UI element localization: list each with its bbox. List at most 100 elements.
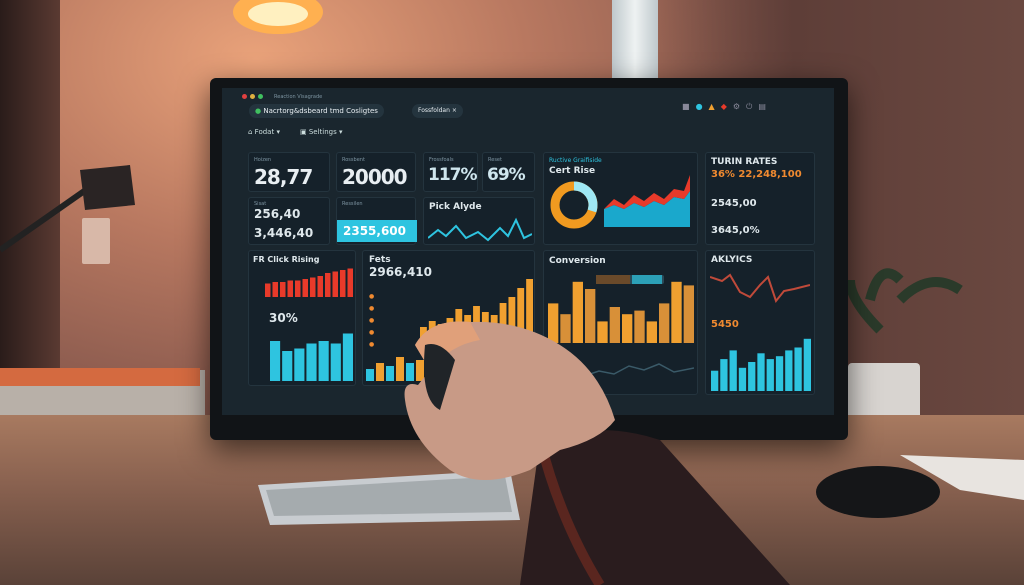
kpi-value: 69%	[487, 165, 526, 185]
bar	[499, 303, 507, 339]
donut-segment-cyan	[573, 181, 598, 213]
door-frame	[0, 0, 60, 380]
bar	[609, 307, 620, 343]
bar	[683, 285, 694, 343]
toolbar-menu-2[interactable]: ▣ Seltings ▾	[300, 128, 343, 136]
bar	[406, 363, 414, 381]
kpi-value: 28,77	[254, 165, 313, 189]
app-title-pill[interactable]: ● Nacrtorg&dsbeard tmd Cosligtes	[249, 104, 384, 118]
bar	[280, 282, 286, 297]
panel-title: Pick Alyde	[429, 202, 482, 212]
pick-panel[interactable]: Pick Alyde	[423, 197, 535, 245]
analytics-bar-chart	[711, 338, 811, 391]
bar	[294, 348, 305, 381]
bar	[622, 314, 633, 343]
kpi-card[interactable]: Rossbent 20000	[336, 152, 416, 192]
bar	[295, 280, 301, 297]
cohort-panel[interactable]: Ructive Graifiside Cert Rise	[543, 152, 698, 245]
bar	[803, 338, 811, 391]
window-title: Reaction Visagrade	[274, 94, 323, 100]
tab[interactable]: Fossfoldan ×	[412, 104, 463, 118]
ceiling-lamp-bulb	[248, 2, 308, 26]
maximize-dot[interactable]	[258, 94, 263, 99]
kpi-label: Frossfoals	[429, 157, 454, 163]
bell-icon[interactable]: ▲	[708, 102, 715, 111]
minimize-dot[interactable]	[250, 94, 255, 99]
kpi-label: Hoizen	[254, 157, 272, 163]
bar	[366, 369, 374, 381]
line-chart	[428, 217, 532, 242]
small-card[interactable]: Sisat 256,40 3,446,40	[248, 197, 330, 245]
bar	[711, 370, 719, 391]
area-series-cyan	[604, 191, 690, 227]
bar	[318, 341, 329, 381]
panel-title: TURIN RATES	[711, 157, 778, 167]
bar	[310, 277, 316, 297]
highlight-value-box[interactable]: 2355,600	[337, 220, 417, 242]
plant-leaves	[845, 268, 963, 334]
legend-cyan	[632, 275, 662, 284]
bar	[340, 270, 346, 297]
toolbar-menu-1[interactable]: ⌂ Fodat ▾	[248, 128, 280, 136]
bar	[282, 351, 293, 381]
bar	[330, 343, 341, 381]
card-label: Sisat	[254, 201, 267, 207]
bar	[272, 282, 278, 297]
panel-title: FR Click Rising	[253, 255, 320, 264]
panel-value: 2966,410	[369, 265, 433, 279]
kpi-card[interactable]: Reset 69%	[482, 152, 535, 192]
toolbar-icons: ■ ● ▲ ◆ ⚙ ⏻ ▤	[682, 102, 766, 112]
globe-icon[interactable]: ●	[695, 102, 703, 111]
cohort-charts	[550, 175, 690, 229]
bar	[785, 350, 793, 391]
bar	[646, 321, 657, 343]
bar	[376, 363, 384, 381]
legend-orange	[596, 275, 630, 284]
bar	[265, 283, 271, 297]
kpi-label: Rossbent	[342, 157, 365, 163]
dashboard-screen: Reaction Visagrade ● Nacrtorg&dsbeard tm…	[222, 88, 834, 415]
bar	[508, 297, 516, 339]
bar	[302, 279, 308, 297]
window-controls[interactable]	[242, 94, 263, 99]
bar	[517, 288, 525, 339]
power-icon[interactable]: ⏻	[746, 102, 753, 111]
bar	[766, 359, 774, 391]
bar	[548, 303, 559, 343]
panel-title: AKLYICS	[711, 255, 753, 265]
area-series-red	[604, 175, 690, 209]
analytics-panel[interactable]: AKLYICS 5450	[705, 250, 815, 395]
bar	[342, 333, 353, 381]
card-value: 2355,600	[343, 224, 407, 238]
window-light	[612, 0, 658, 80]
close-dot[interactable]	[242, 94, 247, 99]
click-panel[interactable]: FR Click Rising 30%	[248, 250, 356, 386]
bar	[757, 353, 765, 391]
bar	[526, 279, 533, 339]
bar	[572, 281, 583, 343]
kpi-card[interactable]: Hoizen 28,77	[248, 152, 330, 192]
kpi-card[interactable]: Frossfoals 117%	[423, 152, 478, 192]
grid-icon[interactable]: ■	[682, 102, 690, 111]
menu-icon[interactable]: ▤	[758, 102, 766, 111]
rates-panel[interactable]: TURIN RATES 36% 22,248,100 2545,00 3645,…	[705, 152, 815, 245]
cyan-bar-chart	[270, 333, 353, 381]
bar	[671, 281, 682, 343]
bar	[729, 350, 737, 391]
panel-title: Fets	[369, 255, 391, 265]
bar	[347, 268, 353, 297]
small-card[interactable]: Ressilen 2355,600	[336, 197, 417, 245]
chart-legend[interactable]	[596, 275, 664, 284]
status-dot-icon: ●	[255, 107, 264, 115]
bar	[332, 271, 338, 297]
rocket-icon[interactable]: ◆	[720, 102, 727, 111]
sleeve	[520, 430, 790, 585]
line-series	[428, 217, 532, 242]
app-title: Nacrtorg&dsbeard tmd Cosligtes	[263, 107, 378, 115]
settings-icon[interactable]: ⚙	[732, 102, 741, 111]
bar	[794, 347, 802, 391]
menu-label: Seltings	[308, 128, 337, 136]
bar	[416, 360, 424, 381]
bar	[748, 362, 756, 391]
bar	[325, 273, 331, 297]
